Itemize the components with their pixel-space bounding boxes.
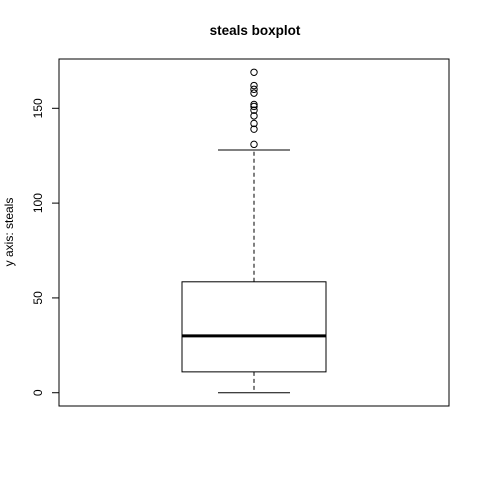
- y-tick-label: 100: [31, 193, 45, 213]
- outlier-point: [250, 112, 258, 120]
- interquartile-box: [181, 281, 327, 373]
- outliers: [250, 68, 258, 149]
- outlier-point: [250, 125, 258, 133]
- outlier-point: [250, 119, 258, 128]
- box-group: [181, 149, 327, 394]
- outlier-point: [250, 89, 258, 97]
- outlier-point: [250, 100, 258, 109]
- y-axis: 0 50 100 150: [31, 98, 60, 396]
- y-tick-label: 0: [31, 389, 45, 396]
- outlier-point: [250, 68, 258, 76]
- y-tick-label: 150: [31, 98, 45, 118]
- outlier-point: [250, 106, 258, 114]
- outlier-point: [250, 81, 258, 90]
- y-tick-label: 50: [31, 291, 45, 305]
- outlier-point: [250, 102, 258, 111]
- chart-title: steals boxplot: [210, 23, 301, 38]
- y-axis-label: y axis: steals: [2, 198, 16, 267]
- outlier-point: [250, 140, 258, 149]
- outlier-point: [250, 85, 258, 94]
